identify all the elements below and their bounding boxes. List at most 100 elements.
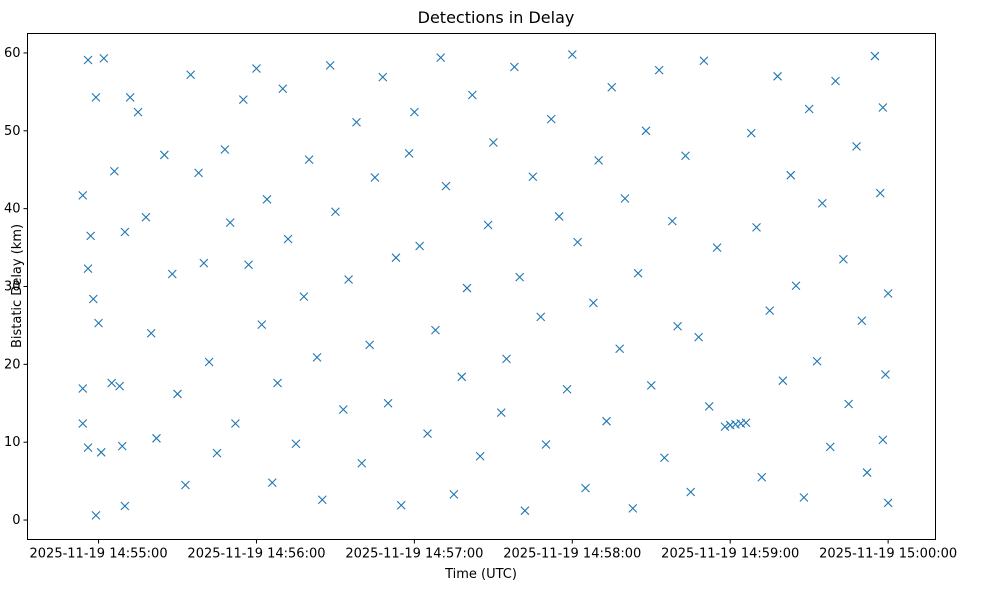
detection-marker: [462, 283, 472, 293]
detection-marker: [741, 418, 751, 428]
marker-layer: [78, 50, 893, 520]
chart-title: Detections in Delay: [418, 8, 575, 27]
detection-marker: [457, 372, 467, 382]
detection-marker: [278, 84, 288, 94]
detection-marker: [194, 168, 203, 178]
detection-marker: [786, 170, 796, 180]
detection-marker: [699, 56, 709, 66]
y-tick-label: 50: [4, 124, 21, 139]
detection-marker: [694, 332, 704, 342]
detection-marker: [83, 55, 93, 65]
detection-marker: [91, 510, 101, 520]
detection-marker: [391, 253, 401, 263]
detection-marker: [720, 422, 730, 432]
detection-marker: [852, 141, 861, 151]
detection-marker: [502, 354, 511, 364]
detection-marker: [554, 212, 564, 221]
detection-marker: [283, 234, 293, 244]
y-tick-label: 10: [4, 435, 21, 450]
detection-marker: [352, 117, 361, 127]
detection-marker: [483, 220, 493, 230]
detection-marker: [825, 442, 835, 452]
detection-marker: [528, 172, 538, 182]
detection-marker: [78, 419, 88, 428]
detection-marker: [291, 439, 301, 449]
detection-marker: [344, 275, 353, 284]
detection-marker: [581, 483, 590, 493]
detection-marker: [467, 90, 477, 100]
detection-marker: [159, 150, 169, 160]
detection-marker: [883, 289, 893, 298]
detection-marker: [220, 145, 230, 154]
detection-marker: [225, 218, 235, 228]
detection-marker: [78, 384, 88, 393]
detection-marker: [141, 212, 151, 222]
detection-marker: [857, 316, 867, 326]
detection-marker: [588, 298, 598, 308]
detection-marker: [99, 54, 109, 63]
detection-marker: [338, 405, 348, 414]
detection-marker: [365, 340, 375, 350]
detection-marker: [541, 440, 551, 449]
detection-marker: [91, 92, 101, 102]
detection-marker: [325, 61, 335, 70]
detection-marker: [773, 71, 782, 81]
detection-marker: [252, 64, 261, 73]
detection-marker: [257, 320, 267, 330]
detection-marker: [94, 318, 103, 328]
detection-marker: [331, 207, 340, 217]
detection-marker: [673, 321, 682, 331]
detection-marker: [125, 92, 135, 102]
detection-marker: [88, 294, 98, 304]
detection-marker: [607, 82, 617, 92]
detection-marker: [654, 65, 664, 75]
y-tick-label: 30: [4, 280, 21, 295]
detection-marker: [244, 260, 253, 270]
x-tick-label: 2025-11-19 15:00:00: [819, 547, 957, 562]
detection-marker: [765, 306, 775, 316]
detection-marker: [78, 191, 88, 200]
detection-marker: [594, 156, 604, 165]
detection-marker: [562, 384, 572, 394]
detection-marker: [831, 76, 840, 86]
detection-marker: [496, 408, 506, 417]
detection-marker: [757, 472, 767, 482]
detection-marker: [181, 480, 190, 490]
detection-marker: [167, 269, 177, 279]
detection-marker: [633, 268, 643, 278]
y-tick-label: 20: [4, 357, 21, 372]
x-tick-label: 2025-11-19 14:57:00: [345, 547, 483, 562]
detection-marker: [383, 398, 393, 408]
detection-marker: [436, 53, 446, 63]
x-tick-label: 2025-11-19 14:55:00: [30, 547, 168, 562]
detection-marker: [704, 401, 714, 411]
detection-marker: [238, 95, 248, 105]
detection-marker: [262, 194, 272, 204]
detection-marker: [620, 194, 630, 203]
detection-marker: [441, 181, 451, 191]
detection-marker: [799, 493, 809, 502]
detection-marker: [449, 489, 459, 499]
detection-marker: [870, 51, 880, 61]
y-axis-label: Bistatic Delay (km): [10, 224, 25, 348]
detection-marker: [152, 433, 161, 443]
x-axis-label: Time (UTC): [444, 567, 517, 582]
detection-marker: [660, 453, 669, 463]
detection-marker: [602, 416, 611, 426]
detection-marker: [746, 128, 756, 138]
detection-marker: [615, 344, 625, 354]
x-tick-label: 2025-11-19 14:58:00: [503, 547, 641, 562]
y-axis: 0 10 20 30 40 50 60: [4, 46, 28, 528]
detection-marker: [752, 222, 761, 232]
x-axis: 2025-11-19 14:55:00 2025-11-19 14:56:00 20…: [30, 539, 957, 562]
detection-marker: [423, 429, 432, 439]
detection-marker: [686, 487, 696, 497]
detection-marker: [510, 62, 519, 72]
detection-marker: [273, 378, 282, 388]
detection-marker: [120, 501, 130, 511]
x-tick-label: 2025-11-19 14:56:00: [187, 547, 325, 562]
detection-marker: [109, 166, 119, 176]
detection-marker: [86, 231, 96, 241]
detection-marker: [681, 151, 690, 161]
detection-marker: [431, 325, 440, 335]
